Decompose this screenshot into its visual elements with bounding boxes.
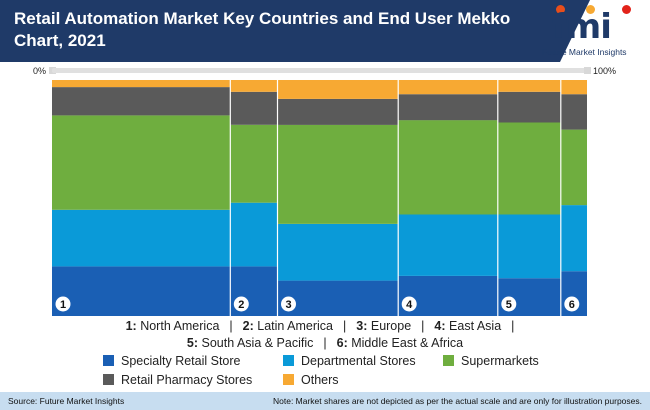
mekko-segment-others-col-5 [497, 80, 561, 92]
mekko-segment-supermarkets-col-3 [277, 124, 399, 224]
mekko-segment-supermarkets-col-4 [398, 120, 498, 215]
header: Retail Automation Market Key Countries a… [0, 0, 650, 62]
column-label-2: 2 [238, 299, 244, 311]
legend-swatch [283, 355, 294, 366]
scale-right-label: 100% [593, 66, 617, 76]
column-label-5: 5 [506, 299, 512, 311]
mekko-segment-others-col-2 [230, 80, 278, 92]
mekko-segment-supermarkets-col-2 [230, 124, 278, 203]
column-label-badge [55, 296, 71, 312]
mekko-segment-departmental-stores-col-5 [497, 214, 561, 279]
scale-left-label: 0% [33, 66, 47, 76]
region-legend-item: 2: Latin America [242, 319, 333, 333]
column-label-1: 1 [60, 299, 66, 311]
footer-note: Note: Market shares are not depicted as … [272, 396, 642, 406]
mekko-segment-specialty-retail-store-col-3 [277, 280, 399, 316]
title-band: Retail Automation Market Key Countries a… [0, 0, 590, 62]
legend-swatch [103, 355, 114, 366]
mekko-segment-supermarkets-col-1 [52, 115, 231, 210]
legend-pharmacy: Retail Pharmacy Stores [103, 373, 252, 387]
mekko-segment-departmental-stores-col-2 [230, 202, 278, 267]
mekko-segment-departmental-stores-col-1 [52, 209, 231, 267]
scale-right-end [584, 67, 591, 74]
column-label-badge [281, 296, 296, 312]
mekko-chart: 1 2 3 4 5 6 [52, 80, 587, 316]
chart-title: Retail Automation Market Key Countries a… [14, 9, 511, 50]
region-legend-item: 5: South Asia & Pacific [186, 336, 314, 350]
region-legend-item: 4: East Asia [434, 319, 502, 333]
mekko-segment-departmental-stores-col-6 [560, 205, 587, 272]
mekko-segment-supermarkets-col-6 [560, 129, 587, 206]
region-legend-row-2: 5: South Asia & Pacific | 6: Middle East &… [186, 336, 464, 350]
column-label-badge [564, 296, 580, 312]
footer: Source: Future Market Insights Note: Mar… [0, 392, 650, 410]
mekko-segment-supermarkets-col-5 [497, 122, 561, 215]
column-label-badge [501, 296, 517, 312]
logo-text: fmi [552, 7, 612, 47]
legend-swatch [103, 374, 114, 385]
logo-subtitle: Future Market Insights [542, 47, 627, 57]
mekko-segment-departmental-stores-col-4 [398, 214, 498, 276]
mekko-segment-specialty-retail-store-col-1 [52, 266, 231, 316]
legend-others: Others [283, 373, 339, 387]
column-label-6: 6 [569, 299, 575, 311]
mekko-segment-retail-pharmacy-stores-col-1 [52, 87, 231, 116]
legend-departmental: Departmental Stores [283, 354, 416, 368]
mekko-segment-retail-pharmacy-stores-col-2 [230, 91, 278, 125]
fmi-logo: fmi Future Market Insights [540, 4, 640, 60]
mekko-segment-others-col-3 [277, 80, 399, 99]
legend-swatch [443, 355, 454, 366]
region-legend-item: 6: Middle East & Africa [336, 336, 464, 350]
logo-dot-icon [586, 5, 595, 14]
mekko-segment-retail-pharmacy-stores-col-5 [497, 91, 561, 123]
mekko-segment-retail-pharmacy-stores-col-4 [398, 94, 498, 121]
legend-supermarkets: Supermarkets [443, 354, 539, 368]
scale-bar [52, 68, 587, 73]
column-label-badge [401, 296, 417, 312]
region-legend-item: 3: Europe [356, 319, 412, 333]
mekko-segment-others-col-1 [52, 80, 231, 88]
legend-specialty-retail: Specialty Retail Store [103, 354, 241, 368]
logo-dot-icon [622, 5, 631, 14]
legend-swatch [283, 374, 294, 385]
column-label-badge [233, 296, 249, 312]
column-label-4: 4 [406, 299, 413, 311]
region-legend: 1: North America | 2: Latin America | 3: Eur… [125, 319, 515, 333]
footer-source: Source: Future Market Insights [8, 396, 125, 406]
mekko-segment-others-col-6 [560, 80, 587, 95]
mekko-segment-specialty-retail-store-col-4 [398, 275, 498, 316]
mekko-segment-retail-pharmacy-stores-col-6 [560, 94, 587, 130]
mekko-segment-others-col-4 [398, 80, 498, 95]
region-legend-item: 1: North America [125, 319, 220, 333]
mekko-segment-departmental-stores-col-3 [277, 224, 399, 281]
mekko-segment-retail-pharmacy-stores-col-3 [277, 98, 399, 125]
column-label-3: 3 [285, 299, 291, 311]
logo-dot-icon [556, 5, 565, 14]
